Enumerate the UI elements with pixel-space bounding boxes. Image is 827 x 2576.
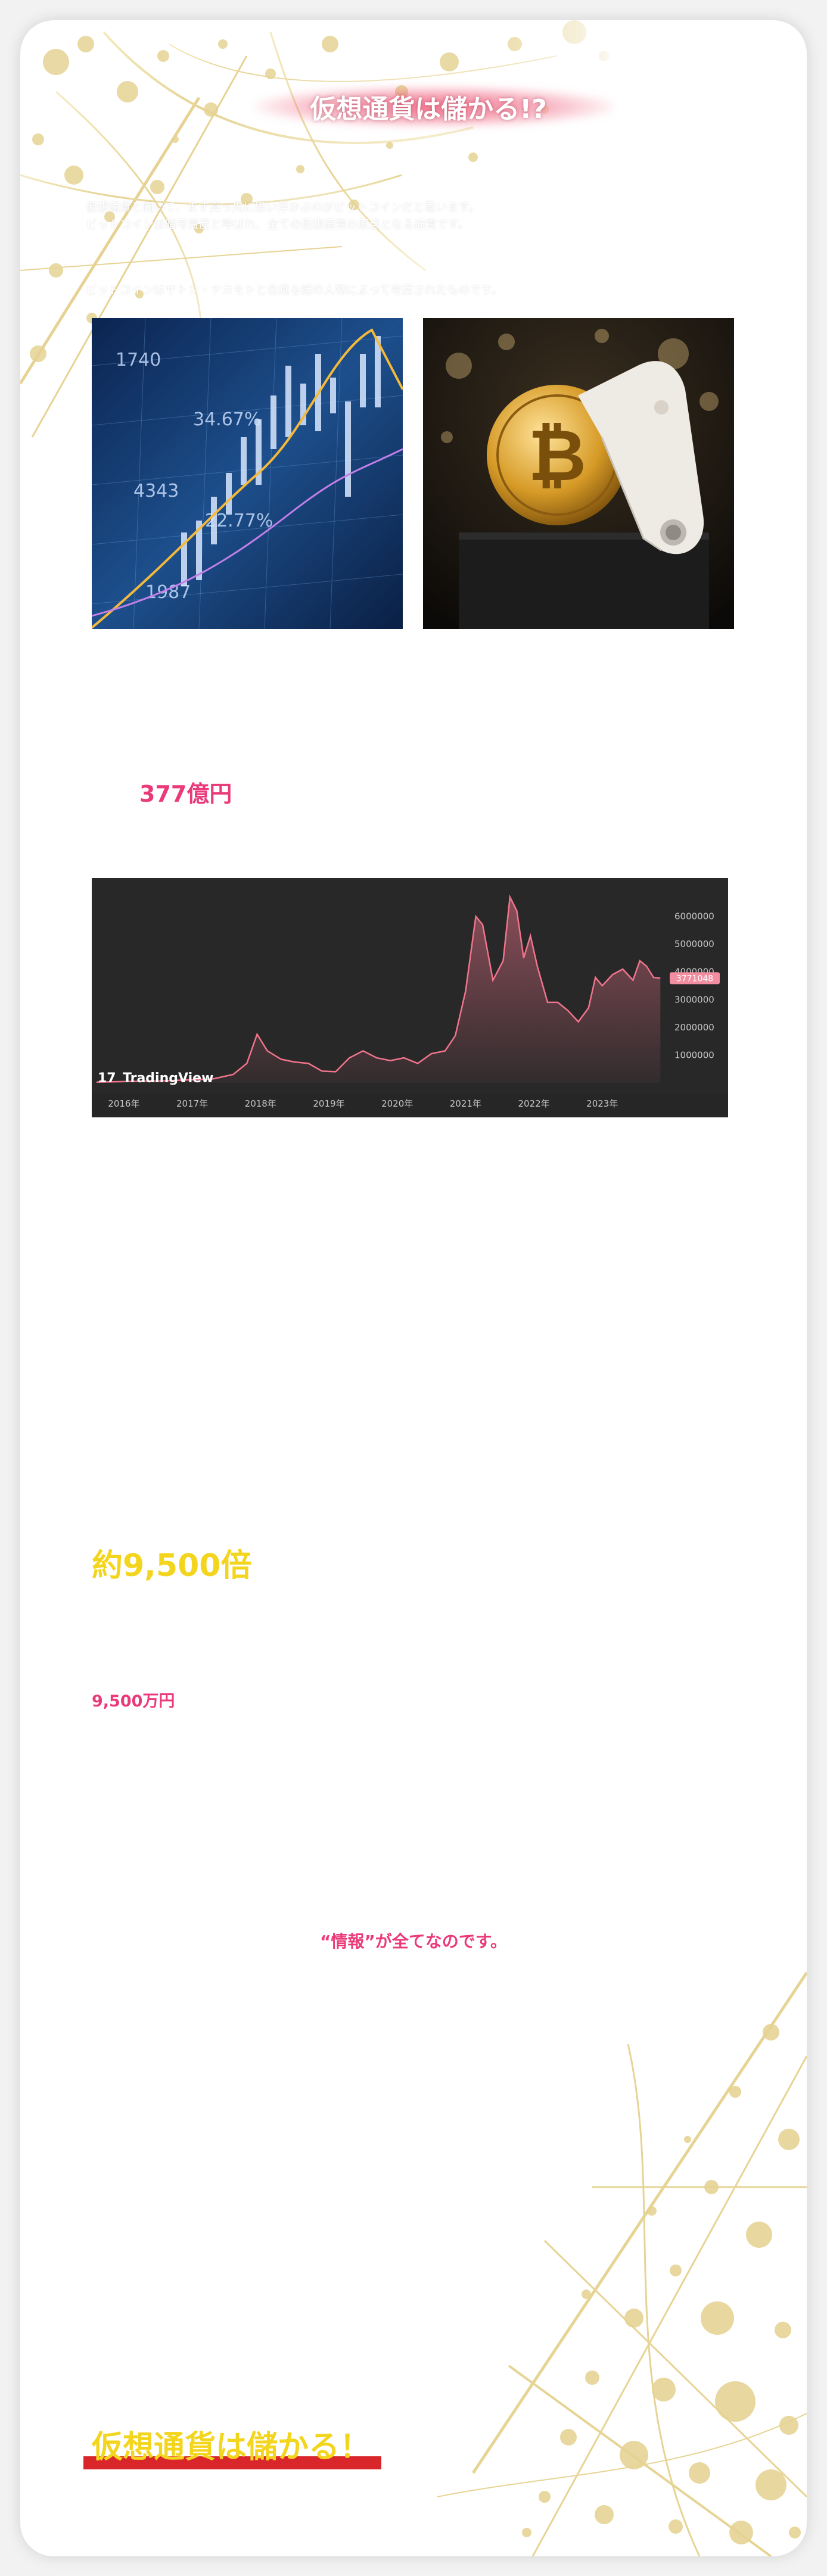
- highlight-9500-man-yen: 9,500万円: [92, 1692, 175, 1711]
- tradingview-logo: 17 TradingView: [98, 1071, 213, 1086]
- gold-splatter-bottom-decoration: [437, 1971, 807, 2556]
- page-title: 仮想通貨は儲かる!?: [310, 94, 547, 124]
- svg-text:₿: ₿: [528, 415, 586, 497]
- x-tick-label: 2023年: [586, 1098, 618, 1109]
- y-tick-label: 2000000: [674, 1022, 714, 1033]
- x-tick-label: 2019年: [313, 1098, 344, 1109]
- highlight-9500x: 約9,500倍: [92, 1548, 252, 1584]
- svg-text:17: 17: [98, 1071, 116, 1086]
- x-tick-label: 2022年: [518, 1098, 549, 1109]
- y-tick-label: 5000000: [674, 939, 714, 949]
- intro-text: 仮想通貨と聞いて、まず真っ先に思い浮かぶのがビットコインだと思います。 ビットコ…: [86, 199, 741, 299]
- highlight-377-oku-yen: 377億円: [139, 781, 232, 807]
- x-tick-label: 2017年: [176, 1098, 208, 1109]
- y-tick-label: 1000000: [674, 1049, 714, 1060]
- x-tick-label: 2021年: [450, 1098, 481, 1109]
- bitcoin-price-chart: 1000000 2000000 3000000 4000000 5000000 60000…: [92, 878, 728, 1117]
- last-price-label: 3771048: [676, 974, 713, 983]
- candlestick-chart-photo: 1740 34.67% 4343 22.77% 1987: [92, 318, 403, 629]
- title-banner: 仮想通貨は儲かる!?: [190, 68, 667, 145]
- svg-text:1740: 1740: [116, 350, 161, 370]
- intro-line-2: ビットコインは暗号資産と呼ばれ、全ての仮想通貨の原点となる通貨です。: [86, 217, 470, 231]
- svg-text:34.67%: 34.67%: [193, 409, 261, 430]
- bitcoin-coin-photo: ₿: [423, 318, 734, 629]
- closing-underline: [83, 2456, 381, 2469]
- y-tick-label: 6000000: [674, 911, 714, 922]
- price-line: [96, 894, 661, 1083]
- x-tick-label: 2020年: [381, 1098, 413, 1109]
- article-card: 仮想通貨は儲かる!? 仮想通貨と聞いて、まず真っ先に思い浮かぶのがビットコインだ…: [20, 20, 807, 2556]
- y-tick-label: 3000000: [674, 994, 714, 1005]
- intro-line-3: ビットコインはサトシ・ナカモトと名乗る謎の人物によって考案されたものです。: [86, 284, 503, 297]
- x-tick-label: 2016年: [108, 1098, 139, 1109]
- closing-heading: 仮想通貨は儲かる！: [83, 2422, 381, 2475]
- x-tick-label: 2018年: [245, 1098, 276, 1109]
- svg-text:4343: 4343: [133, 481, 179, 502]
- price-chart-svg: 1000000200000030000004000000500000060000…: [92, 894, 728, 1117]
- last-price-tag: 3771048: [670, 972, 720, 985]
- x-axis-strip: [92, 1094, 728, 1117]
- closing-heading-text: 仮想通貨は儲かる！: [92, 2429, 371, 2465]
- intro-line-1: 仮想通貨と聞いて、まず真っ先に思い浮かぶのがビットコインだと思います。: [86, 201, 480, 214]
- information-is-everything-line: “情報”が全てなのです。: [319, 1932, 507, 1951]
- title-glow: [256, 86, 613, 127]
- price-area: [97, 897, 661, 1083]
- tradingview-label: TradingView: [123, 1071, 213, 1086]
